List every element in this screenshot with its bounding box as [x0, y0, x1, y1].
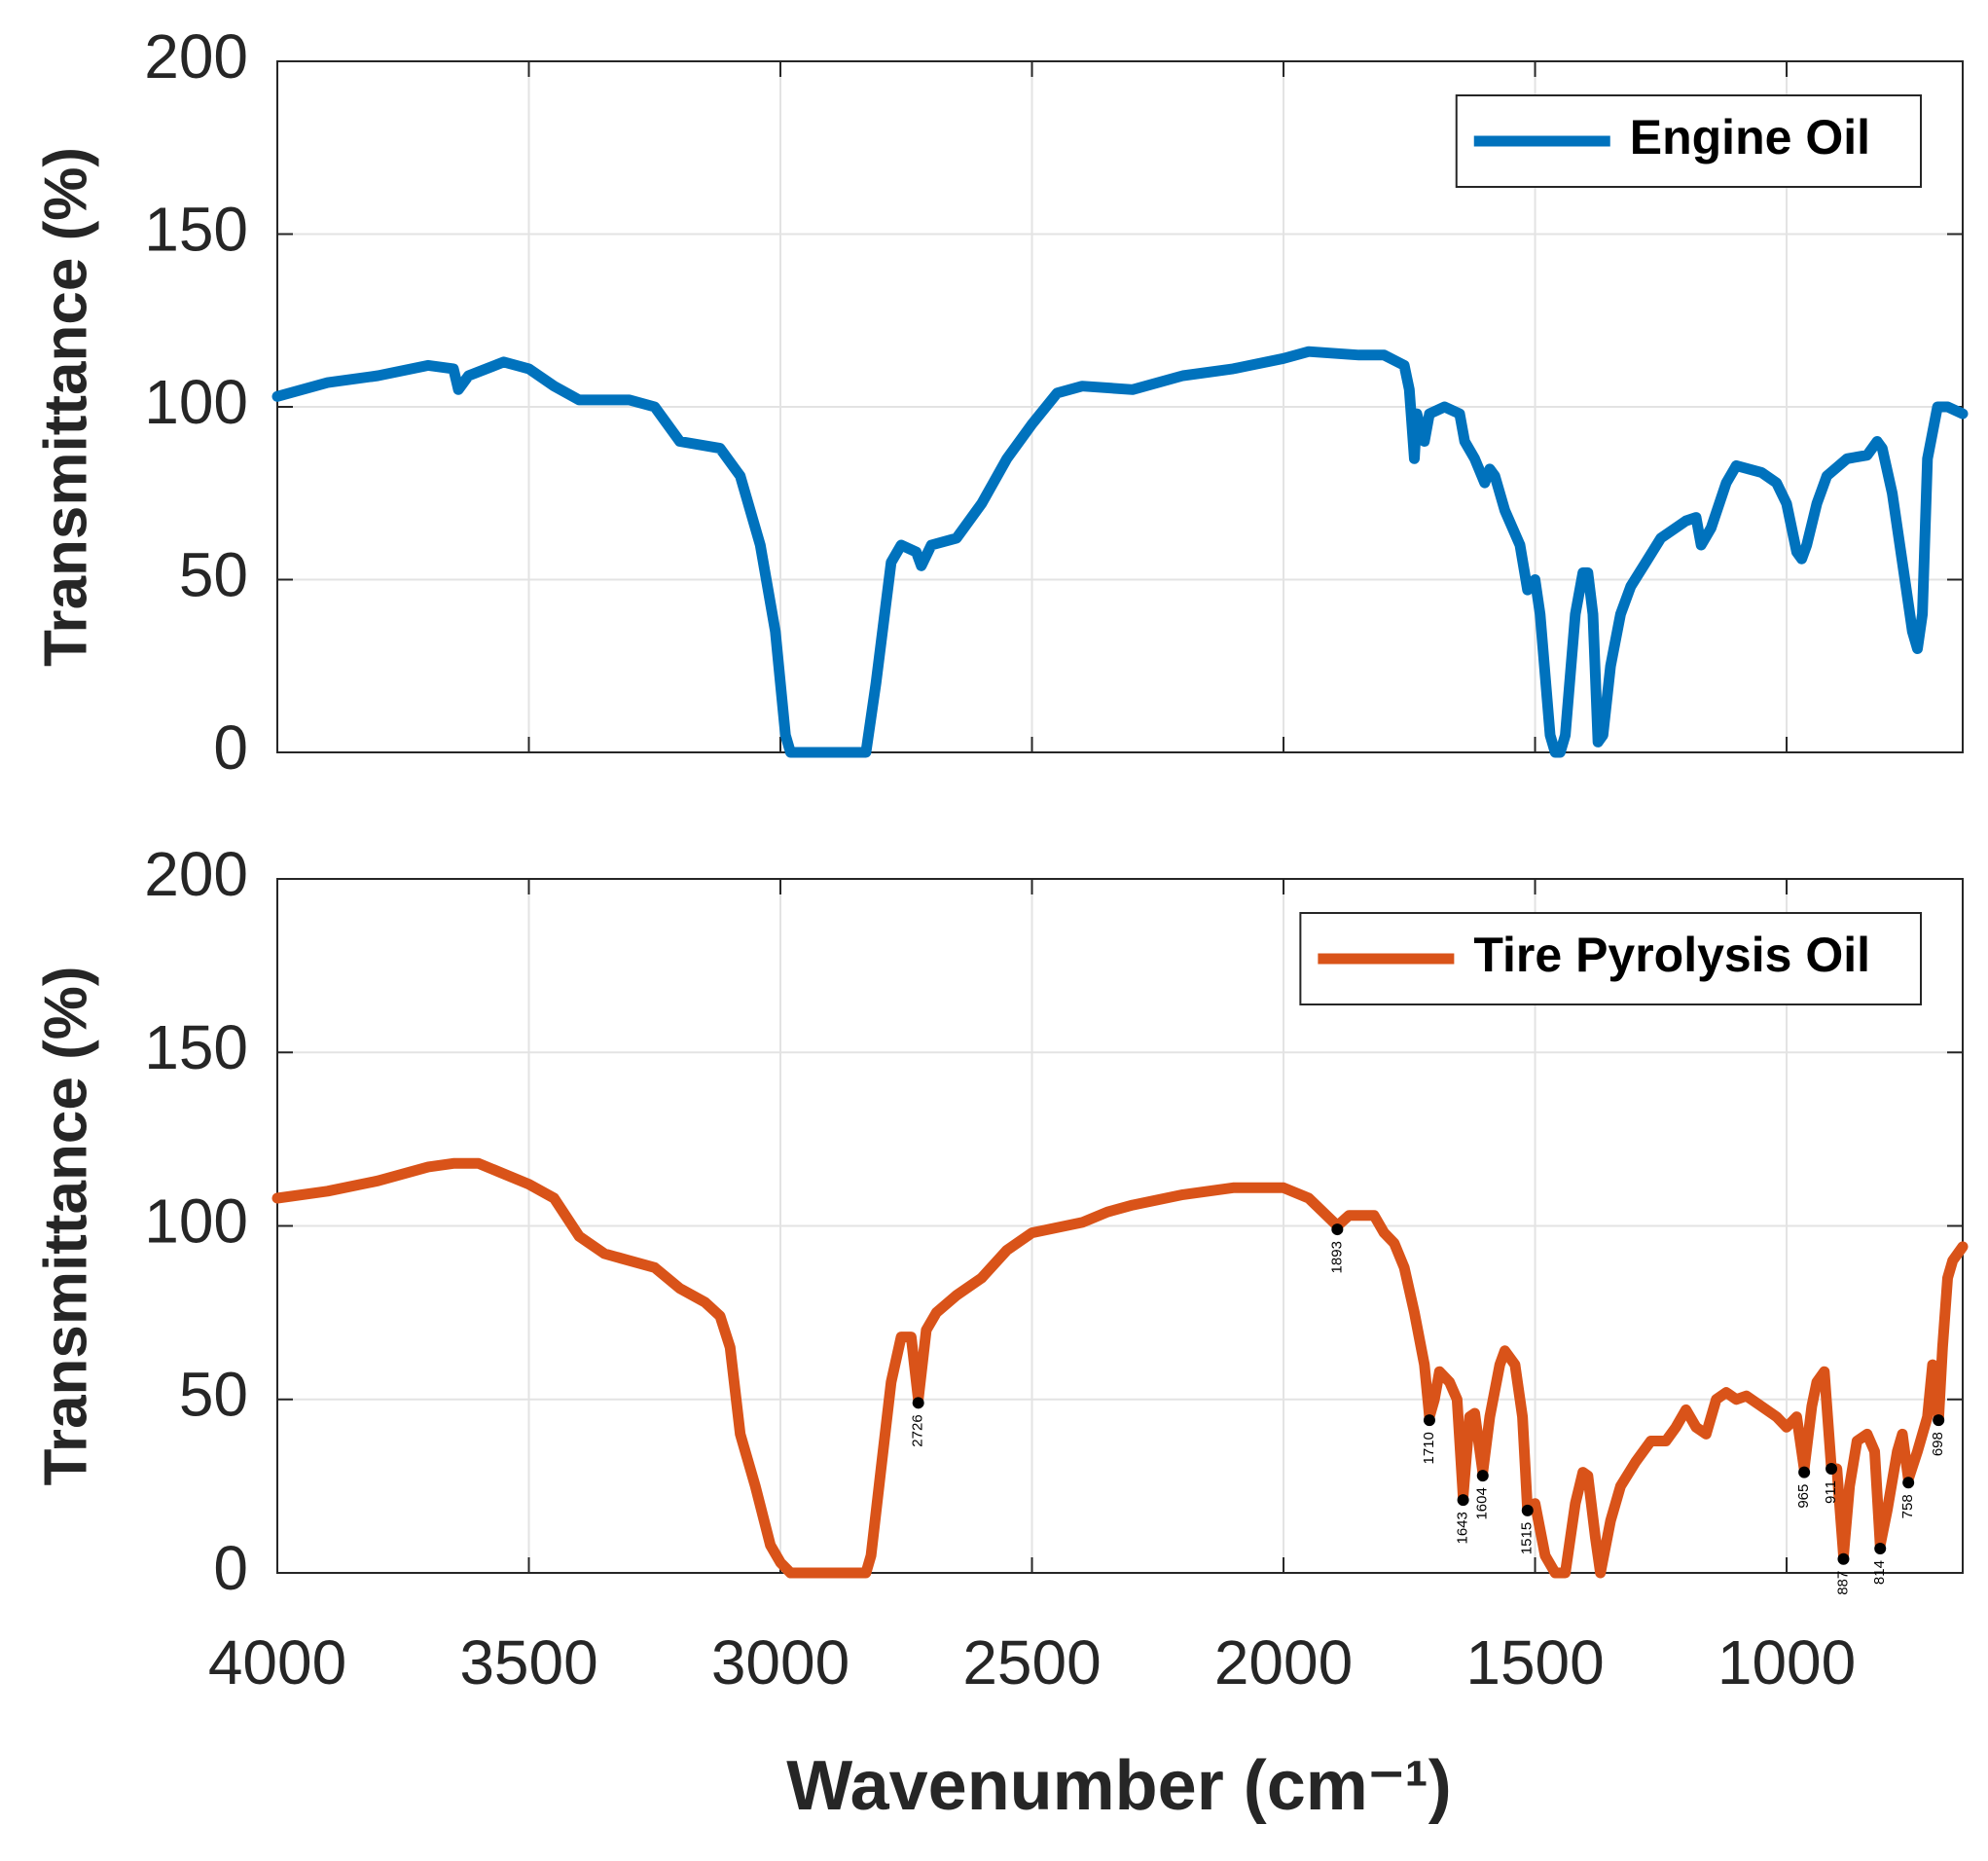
- annotation-label: 965: [1795, 1484, 1812, 1509]
- annotation-label: 911: [1823, 1480, 1839, 1504]
- legend-label: Tire Pyrolysis Oil: [1473, 928, 1870, 982]
- annotation-dot: [1825, 1463, 1838, 1476]
- legend: Engine Oil: [1455, 94, 1922, 188]
- x-tick-label: 2000: [1214, 1627, 1353, 1697]
- annotation-label: 1515: [1519, 1522, 1536, 1554]
- annotation-dot: [1798, 1466, 1811, 1478]
- annotation-dot: [1457, 1494, 1469, 1507]
- series-line: [271, 346, 1969, 758]
- annotation-label: 758: [1899, 1494, 1916, 1518]
- y-axis-label: Transmittance (%): [32, 147, 99, 667]
- annotation-dot: [1423, 1414, 1435, 1427]
- y-tick-label: 0: [213, 1533, 248, 1603]
- annotation-label: 1604: [1474, 1487, 1491, 1519]
- annotation-label: 887: [1834, 1571, 1851, 1595]
- x-tick-label: 1000: [1717, 1627, 1856, 1697]
- annotation-label: 698: [1930, 1432, 1946, 1456]
- y-tick-label: 50: [179, 1360, 248, 1430]
- annotation-label: 2726: [910, 1414, 926, 1446]
- y-tick-label: 0: [213, 712, 248, 783]
- annotation-label: 1643: [1455, 1512, 1471, 1544]
- legend: Tire Pyrolysis Oil: [1299, 912, 1922, 1005]
- annotation-label: 814: [1871, 1560, 1888, 1585]
- y-tick-label: 50: [179, 539, 248, 609]
- annotation-label: 1710: [1421, 1432, 1437, 1464]
- annotation-dot: [1902, 1477, 1915, 1489]
- annotation-dot: [1933, 1414, 1945, 1427]
- axes-box: [276, 878, 1964, 1574]
- y-axis-label: Transmittance (%): [32, 966, 99, 1485]
- axes-box: [276, 60, 1964, 753]
- x-tick-label: 2500: [962, 1627, 1101, 1697]
- y-tick-label: 150: [144, 1012, 248, 1082]
- annotation-dot: [912, 1397, 924, 1409]
- y-tick-label: 100: [144, 367, 248, 437]
- x-tick-label: 3000: [711, 1627, 849, 1697]
- legend-label: Engine Oil: [1630, 110, 1870, 164]
- x-tick-label: 4000: [208, 1627, 346, 1697]
- annotation-dot: [1331, 1223, 1344, 1236]
- y-tick-label: 200: [144, 839, 248, 909]
- x-tick-label: 3500: [459, 1627, 597, 1697]
- annotation-dot: [1521, 1504, 1534, 1516]
- annotation-dot: [1476, 1470, 1489, 1482]
- annotation-dot: [1837, 1552, 1850, 1565]
- y-tick-label: 100: [144, 1186, 248, 1256]
- x-tick-label: 1500: [1465, 1627, 1604, 1697]
- y-tick-label: 150: [144, 194, 248, 264]
- annotation-dot: [1874, 1543, 1887, 1555]
- y-tick-label: 200: [144, 21, 248, 91]
- annotation-label: 1893: [1328, 1241, 1345, 1273]
- legend-box: [1299, 912, 1922, 1005]
- x-axis-label: Wavenumber (cm⁻¹): [786, 1747, 1451, 1825]
